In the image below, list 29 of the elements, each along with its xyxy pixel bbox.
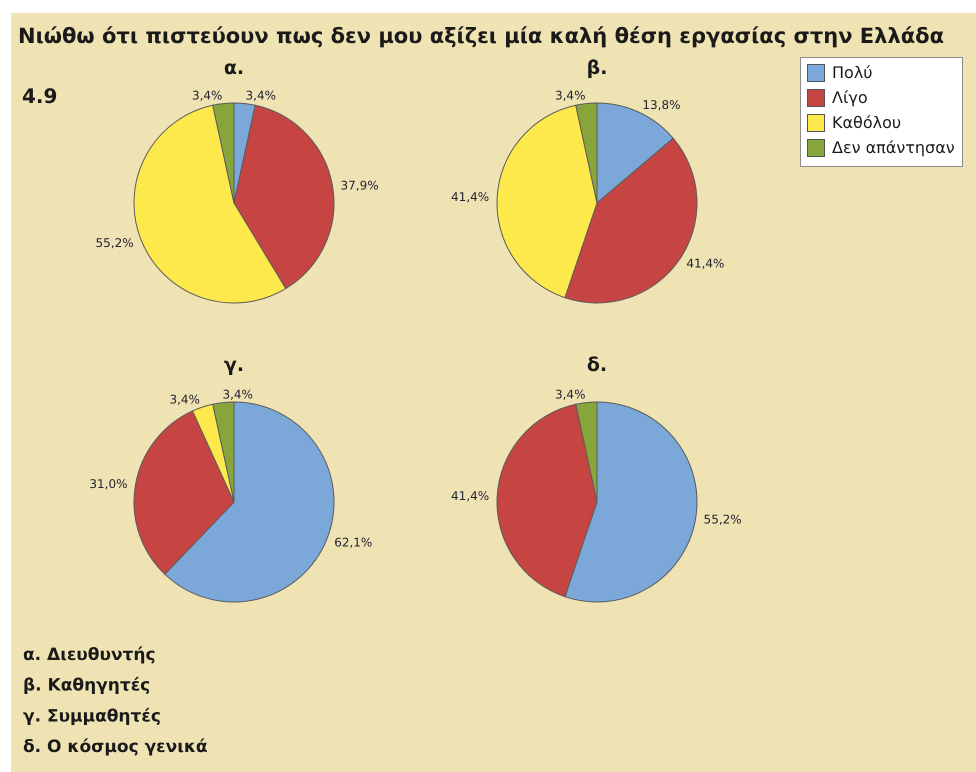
data-label: 62,1% (334, 535, 372, 550)
text: α. Διευθυντής (23, 645, 156, 665)
data-label: 3,4% (222, 388, 253, 402)
data-label: 41,4% (451, 488, 490, 503)
legend-label: Καθόλου (832, 113, 902, 132)
data-label: 3,4% (554, 88, 586, 103)
legend-label: Πολύ (832, 63, 873, 82)
chart-title: β. (586, 57, 608, 79)
chart-title: δ. (586, 354, 608, 376)
data-label: 37,9% (340, 178, 379, 192)
data-label: 3,4% (192, 88, 222, 103)
legend-label: Δεν απάντησαν (832, 138, 955, 157)
text: Νιώθω ότι πιστεύουν πως δεν μου αξίζει μία καλή θέση εργασίας στην Ελλάδα (18, 24, 944, 48)
data-label: 31,0% (89, 476, 128, 491)
data-label: 55,2% (704, 512, 742, 527)
legend-label: Λίγο (832, 88, 868, 107)
text: β. Καθηγητές (23, 676, 150, 696)
text: 4.9 (22, 84, 58, 108)
data-label: 3,4% (246, 88, 276, 103)
data-label: 3,4% (554, 388, 586, 402)
data-label: 41,4% (686, 256, 724, 271)
chart-title: α. (224, 57, 244, 79)
data-label: 13,8% (642, 98, 680, 112)
data-label: 41,4% (451, 190, 490, 204)
text: δ. Ο κόσμος γενικά (23, 737, 208, 758)
data-label: 3,4% (169, 392, 200, 407)
data-label: 55,2% (96, 236, 134, 250)
text: γ. Συμμαθητές (23, 706, 161, 726)
chart-title: γ. (224, 354, 244, 376)
